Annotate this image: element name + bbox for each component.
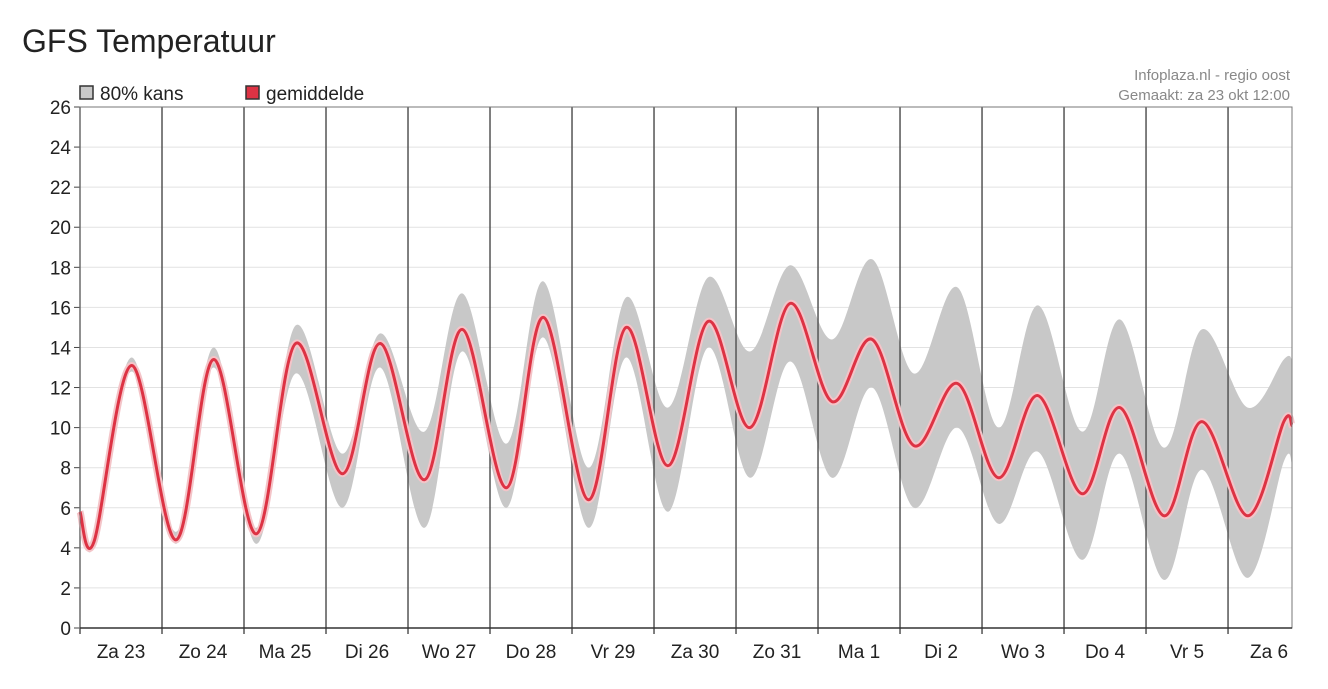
y-tick-label: 18 [50, 258, 71, 279]
x-tick-label: Za 6 [1250, 642, 1288, 663]
legend-label: gemiddelde [266, 84, 364, 105]
y-tick-label: 22 [50, 178, 71, 199]
x-tick-label: Ma 1 [838, 642, 880, 663]
y-tick-label: 20 [50, 218, 71, 239]
source-note: Infoplaza.nl - regio oost [1134, 67, 1291, 84]
y-tick-label: 16 [50, 298, 71, 319]
x-tick-label: Wo 27 [422, 642, 477, 663]
y-tick-label: 10 [50, 419, 71, 440]
x-tick-label: Zo 31 [753, 642, 802, 663]
mean-line [78, 301, 1294, 550]
x-tick-label: Vr 5 [1170, 642, 1204, 663]
x-tick-label: Di 26 [345, 642, 389, 663]
y-tick-label: 2 [60, 579, 71, 600]
x-tick-label: Do 4 [1085, 642, 1126, 663]
y-tick-label: 14 [50, 338, 72, 359]
x-tick-label: Do 28 [506, 642, 557, 663]
y-tick-label: 0 [60, 619, 71, 640]
legend-swatch [245, 85, 260, 100]
x-tick-label: Vr 29 [591, 642, 636, 663]
y-tick-label: 6 [60, 499, 71, 520]
x-tick-label: Ma 25 [259, 642, 312, 663]
x-tick-label: Za 30 [671, 642, 720, 663]
x-tick-label: Za 23 [97, 642, 146, 663]
y-tick-label: 12 [50, 379, 71, 400]
x-tick-label: Di 2 [924, 642, 958, 663]
legend-label: 80% kans [100, 84, 183, 105]
x-tick-label: Wo 3 [1001, 642, 1045, 663]
x-tick-label: Zo 24 [179, 642, 228, 663]
y-tick-label: 24 [50, 138, 72, 159]
chart-title: GFS Temperatuur [22, 23, 276, 59]
legend-swatch [79, 85, 94, 100]
y-tick-label: 8 [60, 459, 71, 480]
made-note: Gemaakt: za 23 okt 12:00 [1118, 87, 1290, 104]
y-tick-label: 26 [50, 98, 71, 119]
y-tick-label: 4 [60, 539, 71, 560]
